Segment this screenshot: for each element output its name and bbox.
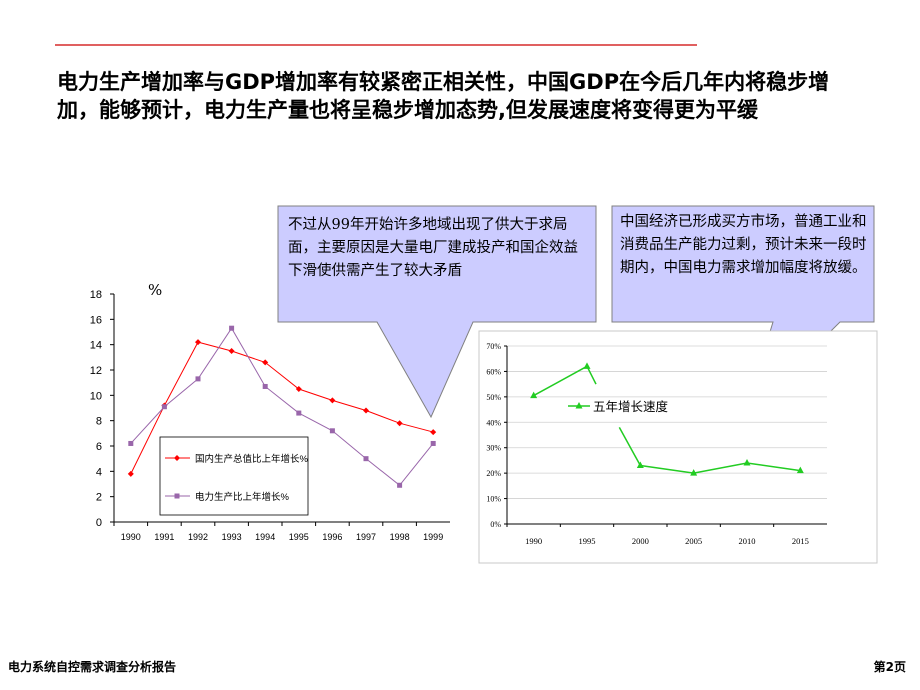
series-1-point (363, 407, 369, 414)
y-tick-label: 14 (90, 340, 102, 352)
y-tick-label: 18 (90, 289, 102, 301)
y-tick-label: 70% (486, 342, 501, 351)
x-tick-label: 1998 (390, 532, 410, 542)
x-tick-label: 1995 (579, 536, 596, 546)
x-tick-label: 1996 (322, 532, 342, 542)
chart2-frame (478, 330, 878, 564)
y-tick-label: 50% (486, 393, 501, 402)
x-tick-label: 2000 (632, 536, 649, 546)
y-tick-label: 0% (490, 520, 501, 529)
y-tick-label: 6 (96, 441, 102, 453)
series-2-point (195, 376, 201, 382)
footer-title: 电力系统自控需求调查分析报告 (8, 660, 177, 674)
series-line-part-2 (618, 427, 641, 466)
x-tick-label: 1991 (154, 532, 174, 542)
series-point (583, 362, 591, 369)
unit-label: % (148, 281, 162, 299)
top-rule (55, 44, 697, 46)
y-tick-label: 2 (96, 492, 102, 504)
legend-marker-1 (174, 455, 180, 461)
legend-marker (575, 402, 583, 409)
callout-1-shape (277, 205, 597, 419)
x-tick-label: 1995 (289, 532, 309, 542)
callout-2-text: 中国经济已形成买方市场，普通工业和消费品生产能力过剩，预计未来一段时期内，中国电… (620, 214, 867, 276)
series-1-point (195, 339, 201, 346)
series-2-point (161, 404, 167, 410)
series-1-point (295, 386, 302, 392)
series-1-point (262, 359, 269, 366)
x-tick-label: 2010 (739, 536, 756, 546)
series-2-point (430, 440, 436, 446)
x-tick-label: 1990 (121, 532, 141, 542)
callout-1-text: 不过从99年开始许多地域出现了供大于求局面，主要原因是大量电厂建成投产和国企效益… (288, 217, 578, 279)
y-tick-label: 10% (486, 495, 501, 504)
legend-label: 五年增长速度 (593, 399, 669, 414)
series-line-part-3 (640, 462, 801, 474)
x-tick-label: 2015 (792, 536, 809, 546)
y-tick-label: 12 (90, 365, 102, 377)
series-point (636, 461, 644, 469)
y-tick-label: 8 (96, 416, 102, 428)
series-1-point (329, 397, 336, 404)
series-point (743, 458, 751, 466)
y-tick-label: 40% (486, 418, 501, 427)
y-tick-label: 16 (90, 314, 102, 326)
series-point (796, 466, 804, 474)
y-tick-label: 30% (486, 444, 501, 453)
legend-label-1: 国内生产总值比上年增长% (195, 453, 309, 465)
series-1-point (228, 348, 235, 354)
series-2-point (296, 410, 302, 416)
x-tick-label: 1999 (423, 532, 443, 542)
legend-box (159, 436, 309, 516)
x-tick-label: 1994 (255, 532, 275, 542)
y-tick-label: 60% (486, 367, 501, 376)
series-2-point (128, 440, 134, 446)
legend-label-2: 电力生产比上年增长% (195, 491, 290, 503)
x-tick-label: 1997 (356, 532, 376, 542)
series-2-point (329, 428, 335, 434)
series-2-point (397, 482, 403, 488)
page-number: 第2页 (873, 660, 906, 674)
y-tick-label: 4 (96, 466, 102, 478)
y-tick-label: 0 (96, 517, 102, 529)
series-line-2 (130, 327, 434, 486)
series-1-point (127, 470, 134, 477)
x-tick-label: 1990 (525, 536, 542, 546)
x-tick-label: 1993 (222, 532, 242, 542)
series-1-point (430, 429, 437, 436)
series-2-point (363, 456, 369, 462)
legend-marker-2 (174, 493, 180, 499)
series-point (690, 469, 698, 476)
x-tick-label: 2005 (685, 536, 702, 546)
series-line-1 (130, 341, 434, 475)
headline: 电力生产增加率与GDP增加率有较紧密正相关性，中国GDP在今后几年内将稳步增加，… (57, 70, 830, 122)
series-point (530, 391, 538, 399)
series-1-point (396, 420, 403, 427)
x-tick-label: 1992 (188, 532, 208, 542)
y-tick-label: 20% (486, 469, 501, 478)
y-tick-label: 10 (90, 390, 102, 402)
series-2-point (262, 383, 268, 389)
series-2-point (229, 325, 235, 331)
